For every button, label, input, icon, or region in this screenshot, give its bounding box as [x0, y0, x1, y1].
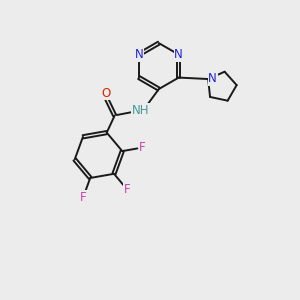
- Text: N: N: [135, 48, 143, 61]
- Text: NH: NH: [132, 104, 149, 117]
- Text: N: N: [208, 72, 217, 85]
- Text: O: O: [102, 87, 111, 100]
- Text: N: N: [174, 48, 183, 61]
- Text: F: F: [80, 191, 86, 204]
- Text: F: F: [124, 183, 130, 196]
- Text: F: F: [139, 141, 146, 154]
